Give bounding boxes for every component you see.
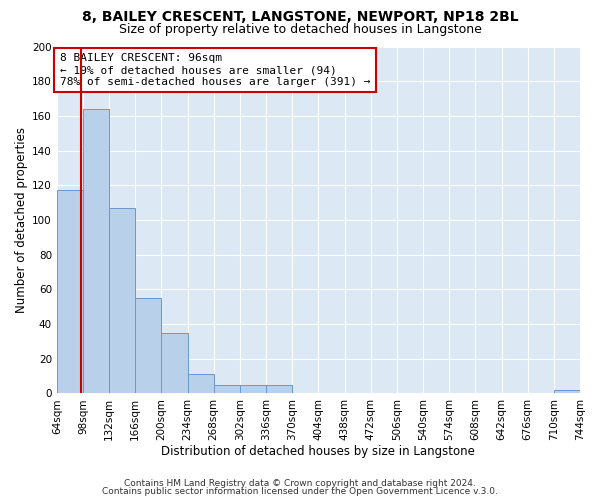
Bar: [188, 374, 214, 394]
Text: Size of property relative to detached houses in Langstone: Size of property relative to detached ho…: [119, 22, 481, 36]
Text: Contains public sector information licensed under the Open Government Licence v.: Contains public sector information licen…: [102, 487, 498, 496]
Bar: [266, 384, 292, 394]
Bar: [135, 298, 161, 394]
Text: 8 BAILEY CRESCENT: 96sqm
← 19% of detached houses are smaller (94)
78% of semi-d: 8 BAILEY CRESCENT: 96sqm ← 19% of detach…: [60, 54, 370, 86]
Bar: [240, 384, 266, 394]
Bar: [83, 109, 109, 394]
Bar: [109, 208, 135, 394]
Y-axis label: Number of detached properties: Number of detached properties: [15, 127, 28, 313]
Bar: [214, 384, 240, 394]
Bar: [161, 332, 188, 394]
Text: 8, BAILEY CRESCENT, LANGSTONE, NEWPORT, NP18 2BL: 8, BAILEY CRESCENT, LANGSTONE, NEWPORT, …: [82, 10, 518, 24]
Bar: [57, 190, 83, 394]
X-axis label: Distribution of detached houses by size in Langstone: Distribution of detached houses by size …: [161, 444, 475, 458]
Text: Contains HM Land Registry data © Crown copyright and database right 2024.: Contains HM Land Registry data © Crown c…: [124, 478, 476, 488]
Bar: [554, 390, 580, 394]
